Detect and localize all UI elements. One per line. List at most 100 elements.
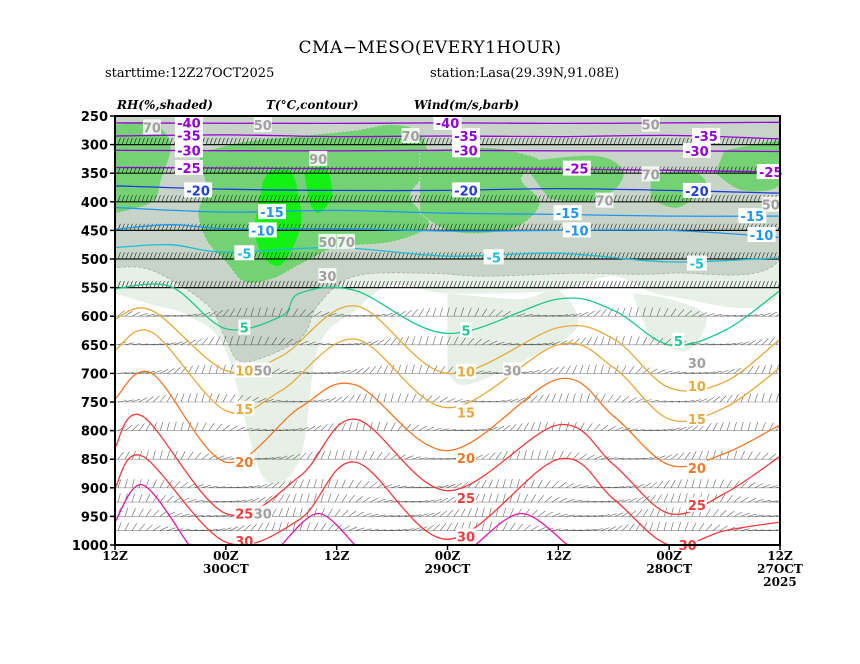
- wind-barb: [446, 522, 452, 531]
- wind-barb: [685, 280, 689, 288]
- wind-barb: [465, 223, 469, 231]
- wind-barb: [321, 137, 325, 145]
- wind-barb: [477, 223, 481, 231]
- wind-barb: [719, 369, 729, 374]
- wind-barb: [141, 195, 145, 202]
- wind-barb: [593, 223, 597, 231]
- wind-barb: [665, 252, 669, 260]
- wind-barb: [389, 252, 393, 260]
- wind-barb: [194, 422, 199, 431]
- contour-label: 5: [240, 322, 249, 337]
- wind-barb: [131, 424, 139, 431]
- rh-label: 70: [143, 121, 161, 136]
- wind-barb: [607, 364, 612, 374]
- wind-barb: [321, 166, 325, 174]
- wind-barb: [613, 195, 617, 202]
- wind-barb: [225, 137, 229, 145]
- wind-barb: [741, 280, 745, 288]
- wind-barb: [565, 529, 576, 531]
- wind-barb: [299, 507, 303, 517]
- wind-barb: [221, 252, 225, 260]
- wind-barb: [369, 393, 374, 403]
- wind-barb: [313, 342, 323, 346]
- wind-barb: [586, 528, 596, 531]
- wind-barb: [217, 252, 221, 260]
- wind-barb: [257, 252, 261, 260]
- wind-barb: [411, 527, 421, 531]
- wind-barb: [404, 455, 414, 460]
- wind-barb: [181, 195, 185, 202]
- wind-barb: [353, 166, 357, 174]
- wind-barb: [425, 499, 435, 503]
- wind-barb: [551, 450, 556, 460]
- wind-barb: [377, 166, 381, 174]
- wind-barb: [194, 452, 202, 460]
- contour-label-bg: [174, 142, 203, 158]
- wind-barb: [173, 252, 177, 260]
- wind-barb: [341, 195, 345, 202]
- wind-barb: [754, 451, 761, 460]
- wind-barb: [362, 512, 372, 517]
- wind-barb: [489, 223, 493, 231]
- contour-label-bg: [686, 496, 707, 512]
- wind-barb: [413, 280, 417, 288]
- wind-barb: [669, 223, 673, 231]
- wind-barb: [549, 280, 553, 288]
- wind-barb: [516, 313, 526, 317]
- wind-barb: [502, 311, 511, 317]
- wind-barb: [617, 223, 621, 231]
- contour-label: 15: [235, 403, 253, 418]
- wind-barb: [502, 507, 507, 517]
- wind-barb: [278, 369, 288, 374]
- wind-barb: [757, 195, 761, 202]
- wind-barb: [628, 458, 639, 460]
- wind-barb: [600, 456, 610, 460]
- rh-label-bg: [253, 117, 272, 133]
- wind-barb: [362, 528, 372, 531]
- wind-barb: [317, 137, 321, 145]
- wind-barb: [509, 166, 513, 174]
- wind-barb: [747, 393, 752, 403]
- wind-barb: [264, 307, 268, 317]
- wind-barb: [661, 252, 665, 260]
- wind-barb: [362, 496, 371, 503]
- wind-barb: [383, 529, 394, 531]
- wind-barb: [153, 252, 157, 260]
- wind-barb: [586, 515, 597, 517]
- wind-barb: [133, 252, 137, 260]
- wind-barb: [726, 343, 736, 346]
- contour-label: 10: [235, 365, 253, 380]
- wind-barb: [572, 393, 576, 403]
- wind-barb: [277, 280, 281, 288]
- wind-barb: [409, 195, 413, 202]
- wind-barb: [517, 280, 521, 288]
- wind-barb: [565, 422, 570, 431]
- x-tick-label: 30OCT: [203, 562, 249, 576]
- wind-barb: [325, 137, 329, 145]
- wind-barb: [449, 280, 453, 288]
- wind-barb: [481, 339, 490, 346]
- wind-barb: [701, 166, 705, 174]
- wind-barb: [418, 394, 425, 403]
- x-tick-label: 2025: [763, 575, 796, 589]
- wind-barb: [357, 252, 361, 260]
- wind-barb: [565, 514, 575, 517]
- wind-barb: [327, 450, 332, 460]
- wind-barb: [649, 252, 653, 260]
- wind-barb: [530, 450, 534, 460]
- wind-barb: [159, 495, 166, 503]
- y-tick-label: 550: [81, 282, 108, 297]
- wind-barb: [701, 223, 705, 231]
- wind-barb: [285, 507, 290, 517]
- wind-barb: [313, 223, 317, 231]
- wind-barb: [201, 393, 205, 403]
- wind-barb: [497, 137, 501, 145]
- contour-label: 5: [461, 325, 470, 340]
- wind-barb: [565, 483, 574, 489]
- wind-barb: [628, 336, 633, 345]
- wind-barb: [250, 485, 260, 489]
- wind-barb: [677, 522, 681, 531]
- wind-barb: [205, 137, 209, 145]
- wind-barb: [719, 343, 729, 346]
- wind-barb: [345, 137, 349, 145]
